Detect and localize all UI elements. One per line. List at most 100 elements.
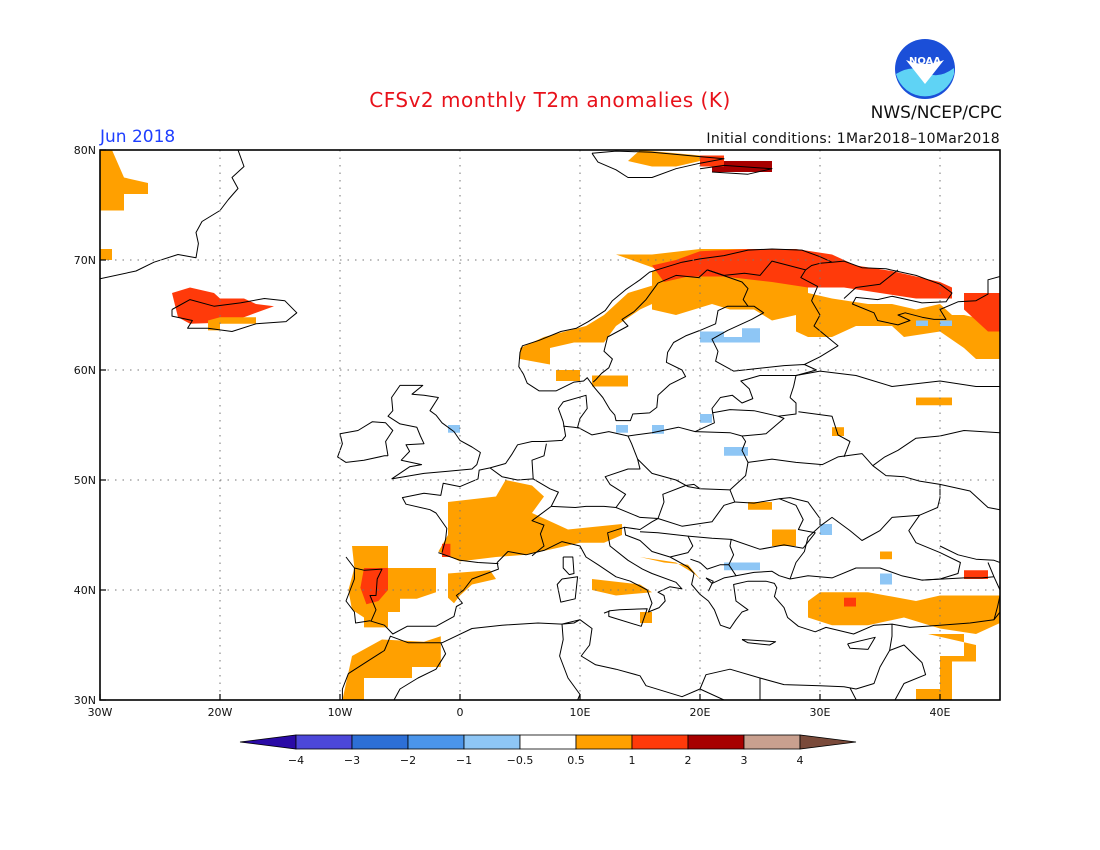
chart-title: CFSv2 monthly T2m anomalies (K) <box>369 88 731 112</box>
anomaly-region-4 <box>348 546 436 628</box>
anomaly-region-10 <box>520 249 832 365</box>
anomaly-region-30 <box>880 551 892 560</box>
coastline-17 <box>354 567 383 621</box>
colorbar-swatch <box>743 734 801 750</box>
anomaly-region-2 <box>172 287 274 324</box>
tick-label-lon: 10W <box>328 706 353 719</box>
anomaly-region-26 <box>772 529 796 546</box>
colorbar: −4 −3 −2 −1 −0.5 0.5 1 2 3 4 <box>239 734 857 767</box>
coastline-31 <box>705 577 714 592</box>
coastline-11 <box>741 639 777 646</box>
tick-label-lat: 40N <box>74 584 96 597</box>
coastline-1 <box>401 248 1000 553</box>
coastline-28 <box>731 538 804 550</box>
anomaly-region-13 <box>964 293 1000 332</box>
logo-text: NOAA <box>909 56 941 67</box>
colorbar-label: −3 <box>344 754 360 767</box>
tick-label-lon: 0 <box>457 706 464 719</box>
noaa-logo: NOAA <box>895 39 955 99</box>
coastline-52 <box>603 610 611 614</box>
colorbar-swatch <box>519 734 577 750</box>
tick-label-lon: 40E <box>930 706 951 719</box>
coastline-20 <box>551 435 641 508</box>
anomaly-region-40 <box>916 320 928 326</box>
colorbar-arrow-low <box>239 734 297 750</box>
coastline-6 <box>591 150 725 178</box>
anomaly-region-16 <box>916 397 952 406</box>
anomaly-region-12 <box>652 249 952 299</box>
coastline-4 <box>171 298 298 332</box>
colorbar-swatch <box>575 734 633 750</box>
tick-label-lat: 50N <box>74 474 96 487</box>
colorbar-swatch <box>351 734 409 750</box>
anomaly-fills <box>100 150 1000 700</box>
tick-label-lat: 80N <box>74 144 96 157</box>
map-frame <box>99 149 1001 701</box>
coastline-29 <box>728 564 791 580</box>
coastline-21 <box>637 431 749 491</box>
anomaly-region-5 <box>360 568 388 605</box>
anomaly-region-37 <box>700 414 712 423</box>
coastline-48 <box>849 687 857 700</box>
coastline-54 <box>699 688 754 700</box>
colorbar-label: −4 <box>288 754 304 767</box>
anomaly-region-22 <box>964 570 988 579</box>
anomaly-region-14 <box>556 370 580 381</box>
coastline-56 <box>939 545 1000 563</box>
colorbar-arrow-high <box>799 734 857 750</box>
colorbar-label: 3 <box>741 754 748 767</box>
colorbar-swatch <box>687 734 745 750</box>
colorbar-label: −0.5 <box>507 754 534 767</box>
anomaly-region-9 <box>342 636 441 700</box>
coastline-19 <box>563 425 581 429</box>
coastline-2 <box>387 384 481 480</box>
coastline-37 <box>800 261 839 365</box>
anomaly-region-17 <box>628 150 700 167</box>
colorbar-label: −2 <box>400 754 416 767</box>
coastline-33 <box>779 497 821 527</box>
anomaly-region-7 <box>442 543 451 557</box>
coastline-22 <box>615 483 701 519</box>
coastline-8 <box>556 576 579 603</box>
coastline-3 <box>337 421 394 463</box>
anomaly-region-23 <box>916 634 976 700</box>
anomaly-region-20 <box>808 592 1000 634</box>
coastline-24 <box>624 518 659 530</box>
agency-label: NWS/NCEP/CPC <box>870 103 1002 123</box>
colorbar-swatch <box>295 734 353 750</box>
coastline-27 <box>734 498 816 549</box>
axis-ticks: 30W 20W 10W 0 10E 20E 30E 40E 30N 40N 50N 60N 70N 80N <box>74 144 951 719</box>
coastlines <box>100 150 1000 700</box>
anomaly-region-39 <box>880 573 892 585</box>
colorbar-label: 2 <box>685 754 692 767</box>
anomaly-region-35 <box>616 425 628 433</box>
tick-label-lat: 60N <box>74 364 96 377</box>
anomaly-region-25 <box>748 502 772 510</box>
grid-lines <box>100 150 1000 700</box>
coastline-7 <box>699 164 773 175</box>
tick-label-lon: 30E <box>810 706 831 719</box>
colorbar-swatch <box>407 734 465 750</box>
coastline-15 <box>489 467 559 557</box>
coastline-41 <box>843 269 899 299</box>
anomaly-region-11 <box>652 271 1000 359</box>
coastline-39 <box>592 269 708 383</box>
coastline-18 <box>531 443 547 479</box>
forecast-period: Jun 2018 <box>100 127 176 147</box>
anomaly-region-8 <box>448 570 496 604</box>
coastline-13 <box>789 514 961 581</box>
colorbar-label: 1 <box>629 754 636 767</box>
coastline-10 <box>608 608 648 627</box>
tick-label-lon: 10E <box>570 706 591 719</box>
colorbar-swatch <box>631 734 689 750</box>
tick-label-lat: 30N <box>74 694 96 707</box>
coastline-42 <box>872 430 1000 467</box>
anomaly-region-0 <box>100 150 148 211</box>
coastline-26 <box>687 535 735 570</box>
colorbar-label: 4 <box>797 754 804 767</box>
coastline-30 <box>705 575 737 584</box>
coastline-34 <box>741 397 797 437</box>
coastline-16 <box>438 552 499 565</box>
anomaly-region-41 <box>940 320 952 326</box>
